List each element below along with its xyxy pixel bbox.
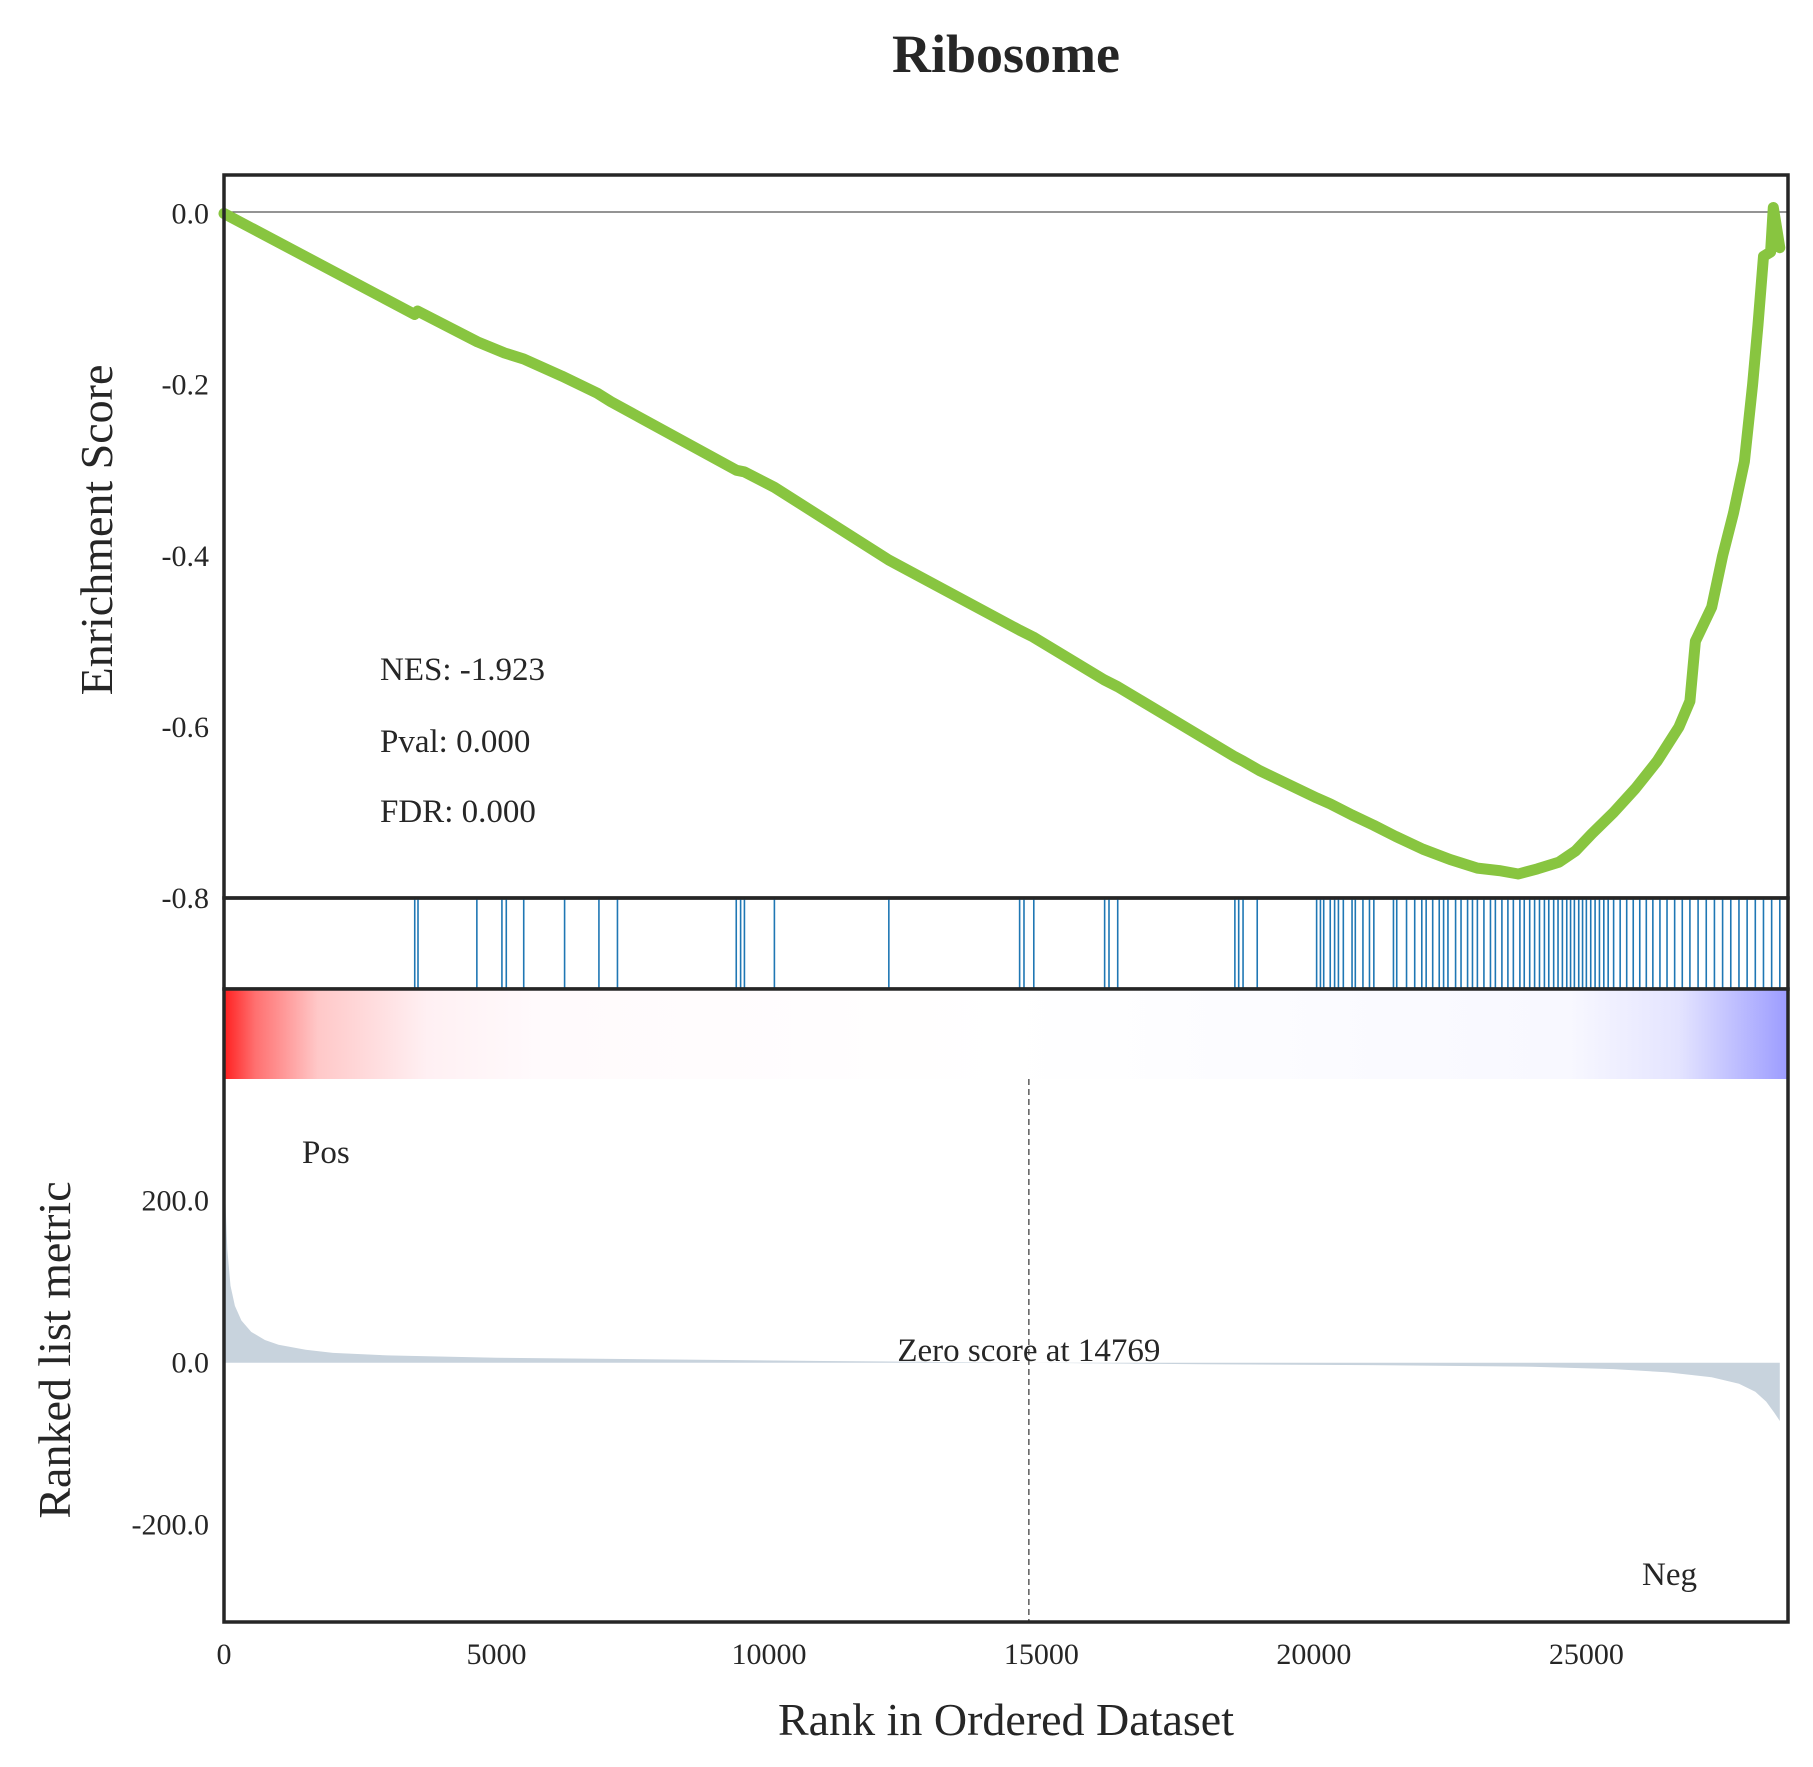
pos-label: Pos [302,1135,350,1171]
ranked-metric-y-ticks: 200.0 0.0 -200.0 [132,1185,210,1542]
x-tick-label: 10000 [731,1638,806,1671]
enrichment-y-ticks: 0.0 -0.2 -0.4 -0.6 -0.8 [162,198,210,915]
enrichment-frame [222,173,1790,900]
x-ticks: 0 5000 10000 15000 20000 25000 [217,1638,1624,1671]
enrichment-y-tick-label: 0.0 [172,198,210,231]
enrichment-y-tick-label: -0.2 [162,369,210,402]
outer-frame [222,987,1790,1624]
x-tick-label: 5000 [466,1638,526,1671]
hits-panel [222,896,1790,991]
x-tick-label: 0 [217,1638,232,1671]
x-tick-label: 20000 [1276,1638,1351,1671]
enrichment-y-tick-label: -0.8 [162,882,210,915]
neg-label: Neg [1642,1557,1697,1593]
zero-score-label: Zero score at 14769 [897,1333,1160,1369]
rank-heatmap-strip [224,989,1788,1079]
ranked-metric-y-tick-label: -200.0 [132,1509,210,1542]
pval-label: Pval: 0.000 [380,724,530,760]
enrichment-y-axis-title: Enrichment Score [71,365,122,696]
x-tick-label: 25000 [1549,1638,1624,1671]
nes-label: NES: -1.923 [380,652,545,688]
fdr-label: FDR: 0.000 [380,794,536,830]
ranked-metric-area [224,1135,1780,1421]
x-axis-title: Rank in Ordered Dataset [778,1694,1234,1745]
enrichment-score-line [218,202,1786,880]
enrichment-y-tick-label: -0.6 [162,711,210,744]
ranked-metric-panel: Zero score at 14769 Pos Neg 200.0 0.0 -200… [29,987,1790,1624]
enrichment-y-tick-label: -0.4 [162,540,210,573]
ranked-metric-y-axis-title: Ranked list metric [29,1181,80,1518]
ranked-metric-y-tick-label: 200.0 [142,1185,210,1218]
gene-hits [413,898,1781,989]
enrichment-panel: 0.0 -0.2 -0.4 -0.6 -0.8 NES: -1.923 Pval: 0.… [71,173,1790,915]
chart-title: Ribosome [892,24,1120,84]
ranked-metric-y-tick-label: 0.0 [172,1347,210,1380]
x-tick-label: 15000 [1004,1638,1079,1671]
